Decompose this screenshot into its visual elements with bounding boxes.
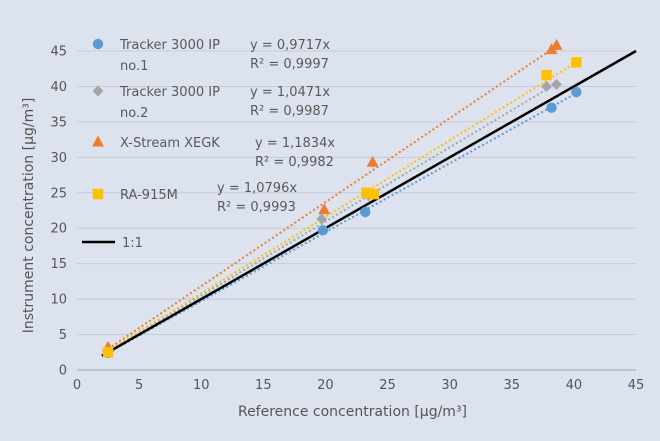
legend-marker — [92, 38, 104, 50]
y-tick-label: 5 — [59, 328, 67, 343]
data-point — [317, 225, 329, 236]
y-tick-label: 30 — [50, 151, 67, 166]
x-tick-label: 25 — [379, 378, 396, 393]
x-tick-label: 30 — [441, 378, 458, 393]
y-tick-label: 0 — [59, 364, 67, 379]
x-axis-title: Reference concentration [µg/m³] — [238, 404, 467, 420]
x-tick-label: 35 — [504, 378, 521, 393]
data-point — [318, 203, 331, 215]
y-tick-label: 25 — [50, 186, 67, 201]
legend-label: X-Stream XEGK — [120, 136, 220, 151]
legend-label-1-1: 1:1 — [122, 236, 143, 251]
legend-label: no.1 — [120, 59, 148, 74]
x-tick-label: 5 — [135, 378, 143, 393]
x-tick-label: 45 — [628, 378, 645, 393]
data-point — [571, 57, 582, 68]
data-point — [316, 213, 328, 225]
x-tick-label: 15 — [255, 378, 272, 393]
trendline — [103, 59, 580, 355]
x-tick-label: 10 — [193, 378, 210, 393]
y-tick-label: 15 — [50, 257, 67, 272]
trend-r-squared: R² = 0,9997 — [250, 57, 329, 72]
y-tick-label: 40 — [50, 80, 67, 95]
legend-label: Tracker 3000 IP — [119, 38, 220, 53]
x-tick-label: 20 — [317, 378, 334, 393]
data-point — [550, 78, 562, 90]
trend-equation: y = 0,9717x — [250, 38, 330, 53]
data-point — [546, 102, 557, 113]
x-tick-label: 40 — [566, 378, 583, 393]
trend-r-squared: R² = 0,9993 — [217, 200, 296, 215]
legend-label: RA-915M — [120, 188, 178, 203]
data-point — [541, 69, 552, 81]
legend-marker — [92, 188, 104, 200]
data-point — [361, 187, 372, 198]
legend-marker — [92, 135, 104, 147]
legend-marker — [92, 85, 104, 97]
data-point — [359, 206, 371, 218]
y-axis-title: Instrument concentration [µg/m³] — [21, 98, 37, 334]
data-point — [102, 347, 114, 358]
trend-equation: y = 1,1834x — [255, 136, 335, 151]
reference-line-1-1 — [101, 49, 637, 357]
trendline — [103, 81, 560, 355]
legend-label: no.2 — [120, 106, 148, 121]
y-tick-label: 10 — [50, 293, 67, 308]
y-tick-label: 45 — [50, 45, 67, 60]
data-point — [571, 86, 582, 98]
trend-r-squared: R² = 0,9982 — [255, 155, 334, 170]
legend-label: Tracker 3000 IP — [119, 85, 220, 100]
data-point — [541, 80, 553, 92]
trend-r-squared: R² = 0,9987 — [250, 104, 329, 119]
trend-equation: y = 1,0796x — [217, 181, 297, 196]
trendline — [103, 43, 560, 353]
data-point — [550, 38, 563, 50]
y-tick-label: 20 — [50, 222, 67, 237]
x-tick-label: 0 — [73, 378, 81, 393]
data-point — [368, 188, 380, 200]
data-point — [366, 155, 379, 167]
trendline — [103, 90, 580, 356]
trend-equation: y = 1,0471x — [250, 85, 330, 100]
y-tick-label: 35 — [50, 115, 67, 130]
